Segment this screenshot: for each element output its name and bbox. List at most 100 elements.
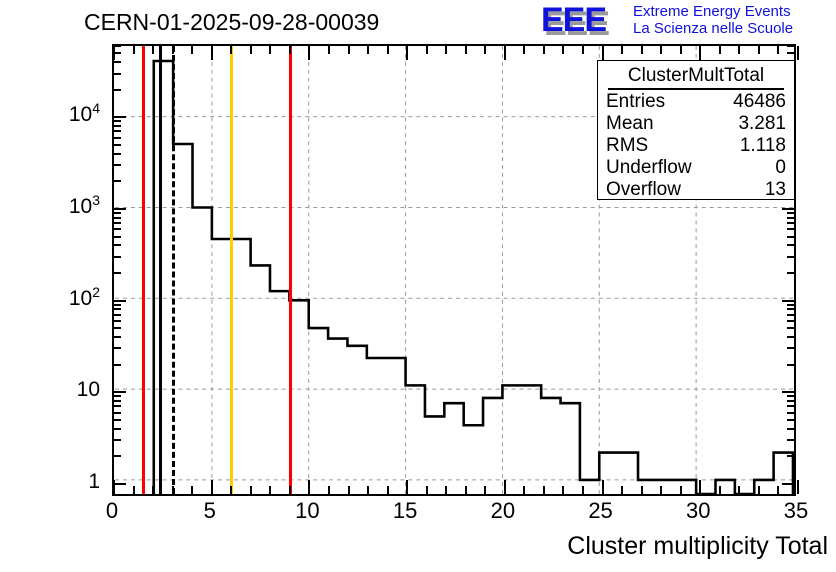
y-tick-minor-right — [787, 255, 794, 258]
lower-black-line — [158, 46, 162, 494]
x-tick-minor-top — [621, 46, 624, 54]
y-tick-minor-right — [787, 222, 794, 225]
lower-red-line — [142, 46, 146, 494]
y-tick-minor — [114, 52, 121, 55]
x-tick-minor-top — [171, 46, 174, 54]
y-tick-minor — [114, 212, 121, 215]
y-tick-minor-right — [787, 411, 794, 414]
y-tick-minor-right — [787, 418, 794, 421]
x-tick-minor — [367, 486, 370, 494]
y-tick-label: 10 — [76, 378, 100, 402]
x-tick-minor — [132, 486, 135, 494]
x-tick-minor-top — [718, 46, 721, 54]
x-tick-minor — [288, 486, 291, 494]
y-tick-label: 1 — [88, 469, 100, 493]
x-tick-minor — [171, 486, 174, 494]
y-tick-major — [114, 116, 126, 119]
x-tick-minor-top — [425, 46, 428, 54]
stats-row-value: 3.281 — [738, 113, 786, 134]
y-tick-minor — [114, 313, 121, 316]
x-tick-minor — [777, 486, 780, 494]
histogram-outline — [152, 59, 794, 494]
stats-rows: Entries 46486 Mean 3.281 RMS 1.118 Underflow 0 O… — [598, 91, 794, 201]
x-tick-minor — [425, 486, 428, 494]
y-tick-minor — [114, 319, 121, 322]
stats-row-label: Entries — [606, 91, 666, 112]
eee-logo: EEE Extreme Energy Events La Scienza nel… — [541, 2, 833, 40]
y-tick-minor — [114, 395, 121, 398]
y-tick-minor — [114, 45, 121, 47]
x-tick-minor-top — [367, 46, 370, 54]
x-tick-major — [406, 480, 409, 494]
y-tick-minor-right — [787, 347, 794, 350]
x-tick-label: 15 — [392, 498, 418, 523]
y-tick-minor — [114, 88, 121, 91]
x-tick-major — [797, 480, 799, 494]
x-tick-major — [210, 480, 213, 494]
x-tick-minor-top — [738, 46, 741, 54]
y-axis-labels: 1 10 102 103 104 — [0, 44, 108, 496]
x-tick-minor — [327, 486, 330, 494]
y-tick-minor-right — [787, 45, 794, 47]
y-tick-minor — [114, 143, 121, 146]
x-tick-minor — [621, 486, 624, 494]
y-tick-minor — [114, 427, 121, 430]
y-tick-minor-right — [787, 52, 794, 55]
x-tick-minor — [347, 486, 350, 494]
x-tick-minor-top — [445, 46, 448, 54]
y-tick-minor-right — [787, 427, 794, 430]
y-tick-minor — [114, 255, 121, 258]
y-tick-minor-right — [787, 439, 794, 442]
x-tick-label: 5 — [203, 498, 216, 523]
y-tick-minor-right — [787, 308, 794, 311]
y-tick-minor-right — [787, 405, 794, 408]
y-tick-minor-right — [787, 395, 794, 398]
x-tick-minor-top — [327, 46, 330, 54]
x-tick-label: 20 — [490, 498, 516, 523]
x-tick-minor — [249, 486, 252, 494]
x-tick-major — [601, 480, 604, 494]
y-tick-minor-right — [787, 363, 794, 366]
y-tick-minor-right — [787, 327, 794, 330]
x-tick-minor — [757, 486, 760, 494]
x-tick-minor-top — [777, 46, 780, 54]
x-tick-minor — [542, 486, 545, 494]
x-tick-minor-top — [523, 46, 526, 54]
y-tick-minor-right — [787, 271, 794, 274]
x-tick-minor — [152, 486, 155, 494]
yellow-line — [230, 46, 234, 494]
eee-logo-text: Extreme Energy Events La Scienza nelle S… — [633, 3, 793, 37]
y-tick-minor — [114, 120, 121, 123]
y-tick-major-right — [782, 391, 794, 394]
y-tick-minor-right — [787, 336, 794, 338]
x-tick-minor — [582, 486, 585, 494]
y-tick-minor — [114, 439, 121, 442]
eee-logo-line1: Extreme Energy Events — [633, 3, 791, 20]
y-tick-minor-right — [787, 228, 794, 231]
y-tick-minor — [114, 216, 121, 219]
y-tick-minor — [114, 363, 121, 366]
y-tick-minor-right — [787, 216, 794, 219]
x-tick-major-top — [797, 46, 799, 60]
x-tick-label: 10 — [295, 498, 320, 523]
x-tick-minor — [562, 486, 565, 494]
x-tick-minor-top — [640, 46, 643, 54]
y-tick-minor — [114, 244, 121, 247]
x-tick-minor-top — [562, 46, 565, 54]
y-tick-minor — [114, 308, 121, 311]
y-tick-minor-right — [787, 244, 794, 247]
y-tick-minor — [114, 222, 121, 225]
x-tick-minor-top — [132, 46, 135, 54]
x-tick-minor — [738, 486, 741, 494]
eee-logo-line2: La Scienza nelle Scuole — [633, 20, 794, 37]
y-tick-major — [114, 207, 126, 210]
x-tick-label: 35 — [783, 498, 809, 523]
stats-row: Overflow 13 — [598, 179, 794, 201]
y-tick-minor — [114, 303, 121, 306]
stats-row: RMS 1.118 — [598, 135, 794, 157]
x-tick-major-top — [308, 46, 311, 60]
x-tick-minor-top — [757, 46, 760, 54]
eee-logo-mark: EEE — [541, 1, 607, 39]
x-tick-minor — [640, 486, 643, 494]
